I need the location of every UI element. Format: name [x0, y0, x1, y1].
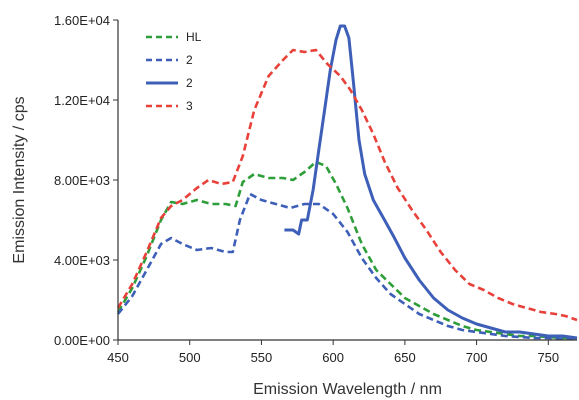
y-tick-label: 4.00E+03 — [54, 253, 110, 268]
x-axis-title: Emission Wavelength / nm — [253, 381, 442, 398]
x-tick-label: 550 — [251, 350, 273, 365]
x-tick-label: 700 — [466, 350, 488, 365]
legend-label-4: 3 — [186, 99, 193, 113]
x-tick-label: 750 — [537, 350, 559, 365]
legend-label-3: 2 — [186, 76, 193, 90]
y-tick-label: 1.60E+04 — [54, 13, 110, 28]
series-line-4 — [116, 48, 578, 322]
y-tick-label: 1.20E+04 — [54, 93, 110, 108]
legend: HL 2 2 3 — [146, 30, 202, 113]
x-tick-label: 650 — [394, 350, 416, 365]
y-tick-label: 8.00E+03 — [54, 173, 110, 188]
y-tick-label: 0.00E+00 — [54, 333, 110, 348]
series-line-3 — [284, 24, 578, 340]
x-tick-label: 600 — [322, 350, 344, 365]
x-tick-label: 500 — [179, 350, 201, 365]
series-line-1 — [116, 160, 577, 340]
x-tick-label: 450 — [107, 350, 129, 365]
legend-label-1: HL — [186, 30, 202, 44]
y-axis-title: Emission Intensity / cps — [11, 96, 28, 263]
series-line-2 — [116, 192, 577, 341]
legend-label-2: 2 — [186, 53, 193, 67]
